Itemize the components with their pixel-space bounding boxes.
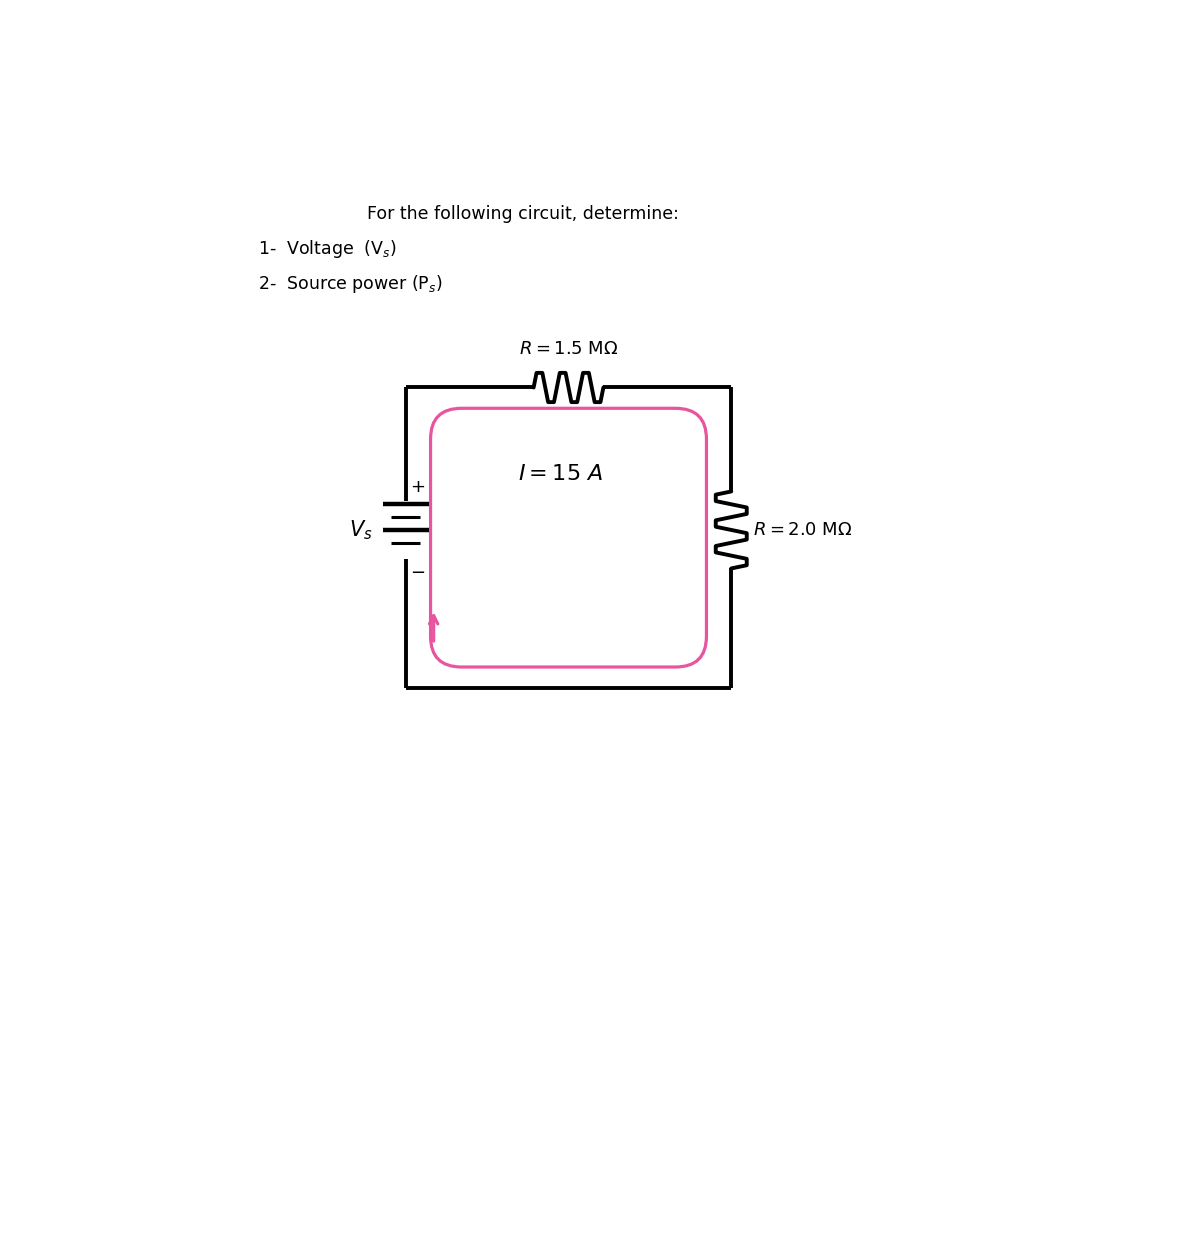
Text: −: − [410, 564, 425, 582]
Text: $R = 1.5$ MΩ: $R = 1.5$ MΩ [518, 340, 618, 358]
Text: $V_s$: $V_s$ [349, 518, 372, 542]
Text: +: + [410, 477, 425, 496]
Text: $R= 2.0$ MΩ: $R= 2.0$ MΩ [752, 521, 852, 539]
Text: 2-  Source power (P$_s$): 2- Source power (P$_s$) [258, 273, 443, 295]
Text: $I = 15$ A: $I = 15$ A [518, 464, 604, 484]
Text: For the following circuit, determine:: For the following circuit, determine: [367, 206, 679, 223]
Text: 1-  Voltage  (V$_s$): 1- Voltage (V$_s$) [258, 238, 397, 260]
